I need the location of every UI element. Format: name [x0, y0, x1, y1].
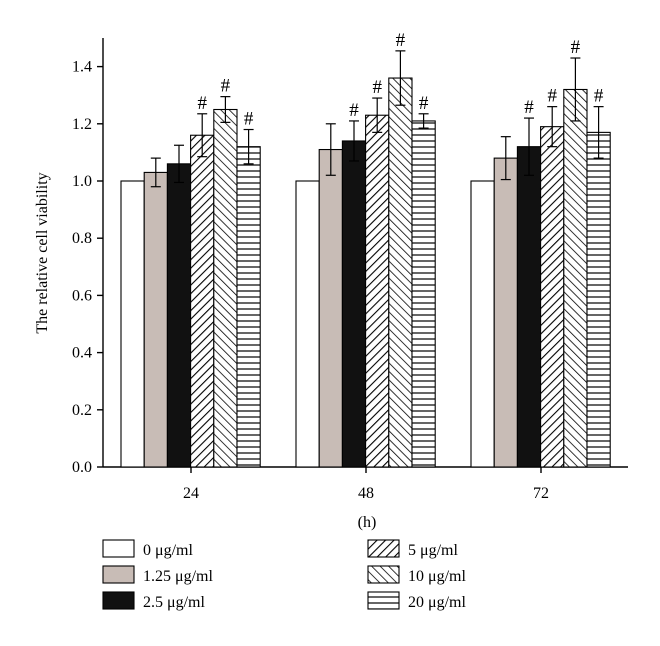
y-tick-label: 0.8: [72, 230, 92, 247]
bar: [563, 88, 588, 468]
significance-marker: #: [419, 93, 429, 114]
significance-marker: #: [571, 37, 581, 58]
bar: [411, 120, 436, 468]
significance-marker: #: [244, 109, 254, 130]
y-axis-label: The relative cell viability: [34, 172, 51, 333]
significance-marker: #: [547, 86, 557, 107]
significance-marker: #: [372, 77, 382, 98]
legend-swatch: [367, 591, 400, 610]
legend-label: 2.5 μg/ml: [143, 594, 205, 611]
bar: [470, 180, 495, 468]
y-tick-label: 0.6: [72, 287, 92, 304]
y-tick-label: 0.2: [72, 402, 92, 419]
x-tick-label: 24: [183, 485, 199, 502]
legend-swatch: [102, 565, 135, 584]
legend-label: 10 μg/ml: [408, 568, 466, 585]
legend-label: 1.25 μg/ml: [143, 568, 213, 585]
bar: [388, 77, 413, 468]
bar: [166, 163, 192, 468]
bar: [213, 108, 238, 468]
bar: [540, 126, 565, 468]
y-tick-label: 0.4: [72, 345, 92, 362]
legend-swatch: [367, 565, 400, 584]
legend-label: 0 μg/ml: [143, 542, 193, 559]
bar: [236, 146, 261, 468]
y-tick-label: 1.2: [72, 116, 92, 133]
bar: [143, 171, 168, 468]
bar: [586, 131, 611, 468]
significance-marker: #: [594, 86, 604, 107]
bar: [493, 157, 518, 468]
legend-swatch: [102, 539, 135, 558]
x-axis-label: (h): [358, 514, 377, 531]
significance-marker: #: [349, 100, 359, 121]
legend-swatch: [367, 539, 400, 558]
y-tick-label: 0.0: [72, 459, 92, 476]
y-tick-label: 1.0: [72, 173, 92, 190]
legend-label: 5 μg/ml: [408, 542, 458, 559]
legend-swatch: [102, 591, 135, 610]
y-tick-label: 1.4: [72, 59, 92, 76]
bar: [190, 134, 215, 468]
bars: # # # # # # # # # # #: [120, 30, 611, 468]
bar: [516, 146, 542, 468]
bar: [318, 148, 343, 468]
bar: [341, 140, 367, 468]
significance-marker: #: [197, 93, 207, 114]
x-tick-label: 48: [358, 485, 374, 502]
bar: [120, 180, 145, 468]
x-axis: 24 48 72: [103, 466, 628, 502]
significance-marker: #: [396, 30, 406, 51]
legend-label: 20 μg/ml: [408, 594, 466, 611]
bar: [365, 114, 390, 468]
bar: [295, 180, 320, 468]
legend: 0 μg/ml 1.25 μg/ml 2.5 μg/ml 5 μg/ml 10 μg/m…: [102, 539, 466, 611]
significance-marker: #: [221, 76, 231, 97]
significance-marker: #: [524, 97, 534, 118]
x-tick-label: 72: [533, 485, 549, 502]
y-axis: 0.0 0.2 0.4 0.6 0.8 1.0 1.2 1.4: [72, 38, 104, 476]
